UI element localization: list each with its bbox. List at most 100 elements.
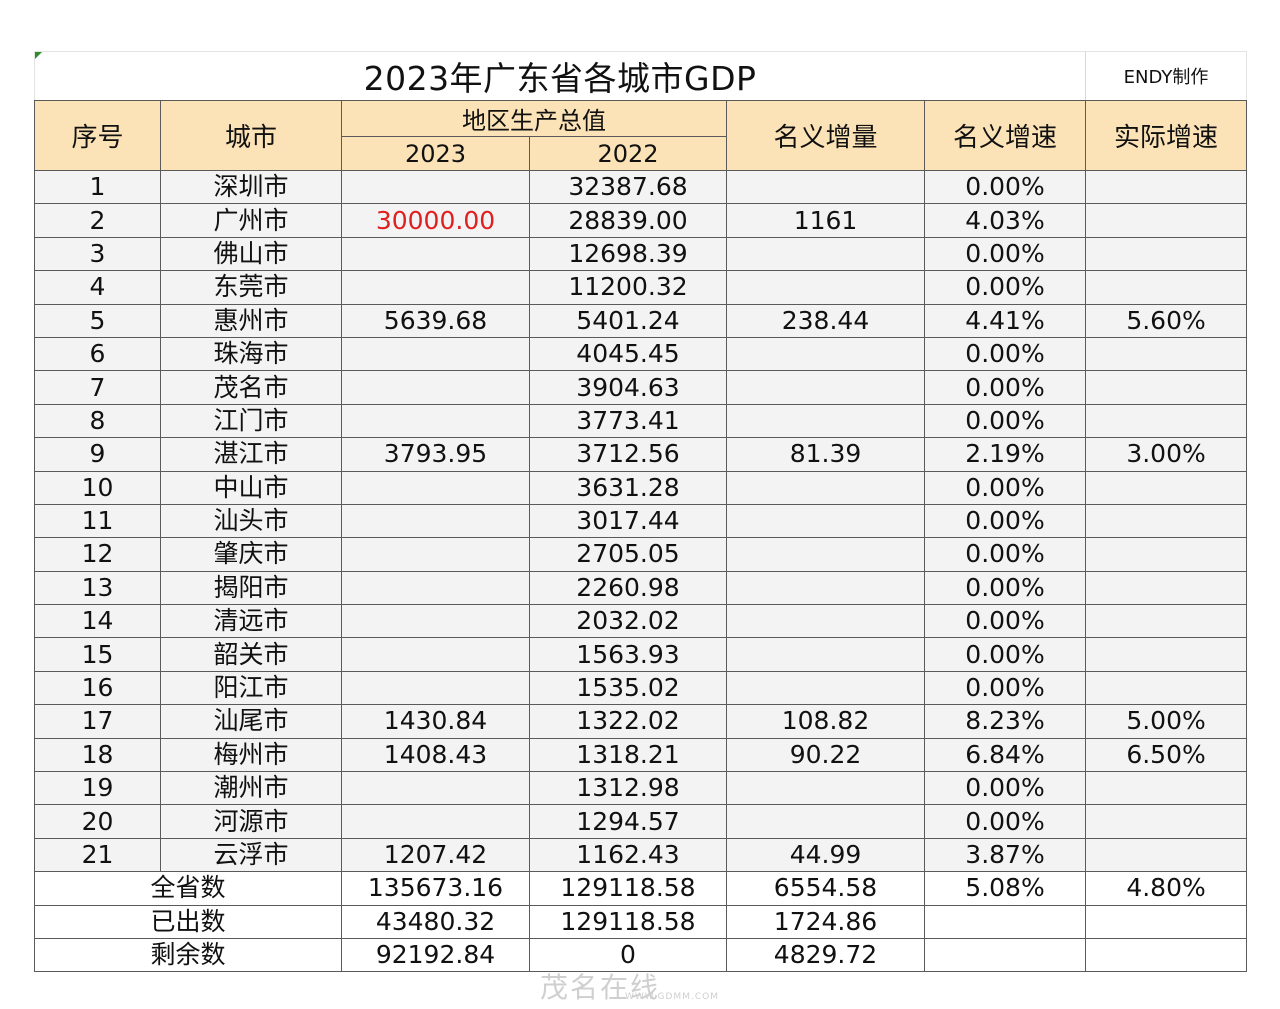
cell-index: 5 [34,303,161,338]
cell-city: 东莞市 [160,270,342,305]
cell-city: 茂名市 [160,370,342,405]
header-row-1: 序号 城市 地区生产总值 名义增量 名义增速 实际增速 [34,100,1248,171]
cell-nominal-increase [726,637,925,672]
summary-row: 全省数 135673.16 129118.58 6554.58 5.08% 4.80% [34,871,1248,906]
cell-gdp-2023: 3793.95 [341,437,530,472]
cell-gdp-2023 [341,537,530,572]
cell-index: 2 [34,203,161,238]
cell-index: 4 [34,270,161,305]
cell-real-growth [1085,236,1248,272]
cell-nominal-growth: 0.00% [923,336,1087,372]
table-row: 21 云浮市 1207.42 1162.43 44.99 3.87% [34,837,1248,873]
summary-gdp-2022: 129118.58 [529,871,727,906]
cell-city: 汕头市 [160,503,342,539]
cell-city: 韶关市 [160,637,342,672]
watermark-url: WWW.GDMM.COM [625,992,719,1002]
cell-nominal-growth: 0.00% [923,804,1087,839]
cell-nominal-increase [726,403,925,439]
summary-gdp-2023: 43480.32 [341,904,530,939]
cell-nominal-increase: 81.39 [726,437,925,472]
table-row: 2 广州市 30000.00 28839.00 1161 4.03% [34,203,1248,238]
cell-gdp-2022: 2705.05 [529,537,727,572]
cell-gdp-2022: 1294.57 [529,804,727,839]
cell-nominal-increase [726,470,925,505]
header-year-2023: 2023 [341,136,530,171]
header-nominal-increase: 名义增量 [726,100,925,171]
cell-nominal-increase [726,236,925,272]
summary-nominal-increase: 4829.72 [726,937,925,973]
cell-gdp-2023: 1408.43 [341,737,530,773]
header-nominal-growth: 名义增速 [923,100,1087,171]
watermark-text: 茂名在线 [540,971,661,1004]
cell-real-growth [1085,837,1248,873]
cell-real-growth [1085,470,1248,505]
cell-real-growth [1085,570,1248,606]
cell-nominal-increase: 238.44 [726,303,925,338]
cell-index: 21 [34,837,161,873]
table-row: 9 湛江市 3793.95 3712.56 81.39 2.19% 3.00% [34,437,1248,472]
cell-index: 8 [34,403,161,439]
author-credit: ENDY制作 [1085,51,1248,101]
cell-gdp-2023 [341,336,530,372]
cell-gdp-2022: 3904.63 [529,370,727,405]
cell-city: 河源市 [160,804,342,839]
cell-gdp-2023 [341,670,530,706]
cell-city: 梅州市 [160,737,342,773]
cell-gdp-2022: 4045.45 [529,336,727,372]
summary-nominal-growth [923,904,1087,939]
cell-real-growth [1085,270,1248,305]
cell-index: 1 [34,169,161,205]
cell-gdp-2022: 1318.21 [529,737,727,773]
table-row: 12 肇庆市 2705.05 0.00% [34,537,1248,572]
cell-real-growth [1085,604,1248,639]
cell-real-growth: 3.00% [1085,437,1248,472]
cell-gdp-2022: 2260.98 [529,570,727,606]
cell-nominal-increase [726,370,925,405]
table-row: 18 梅州市 1408.43 1318.21 90.22 6.84% 6.50% [34,737,1248,773]
header-gdp-group: 地区生产总值 [341,100,727,137]
cell-index: 10 [34,470,161,505]
header-real-growth: 实际增速 [1085,100,1248,171]
cell-gdp-2023 [341,403,530,439]
cell-gdp-2023 [341,604,530,639]
cell-gdp-2022: 1535.02 [529,670,727,706]
cell-gdp-2022: 32387.68 [529,169,727,205]
header-city: 城市 [160,100,342,171]
cell-real-growth [1085,203,1248,238]
cell-gdp-2023 [341,503,530,539]
cell-nominal-increase: 90.22 [726,737,925,773]
cell-nominal-growth: 0.00% [923,470,1087,505]
table-row: 13 揭阳市 2260.98 0.00% [34,570,1248,606]
summary-gdp-2023: 92192.84 [341,937,530,973]
cell-index: 19 [34,771,161,806]
cell-gdp-2022: 1312.98 [529,771,727,806]
cell-index: 9 [34,437,161,472]
cell-gdp-2022: 3773.41 [529,403,727,439]
cell-gdp-2023 [341,270,530,305]
cell-city: 阳江市 [160,670,342,706]
cell-nominal-increase [726,604,925,639]
table-row: 17 汕尾市 1430.84 1322.02 108.82 8.23% 5.00% [34,704,1248,739]
cell-nominal-growth: 0.00% [923,370,1087,405]
cell-gdp-2022: 3631.28 [529,470,727,505]
cell-city: 湛江市 [160,437,342,472]
cell-nominal-growth: 0.00% [923,403,1087,439]
cell-real-growth: 6.50% [1085,737,1248,773]
table-row: 11 汕头市 3017.44 0.00% [34,503,1248,539]
cell-city: 云浮市 [160,837,342,873]
header-index: 序号 [34,100,161,171]
cell-city: 中山市 [160,470,342,505]
cell-index: 16 [34,670,161,706]
cell-gdp-2022: 28839.00 [529,203,727,238]
summary-label: 剩余数 [34,937,342,973]
cell-nominal-increase [726,503,925,539]
cell-gdp-2022: 11200.32 [529,270,727,305]
cell-nominal-growth: 0.00% [923,604,1087,639]
cell-nominal-growth: 0.00% [923,670,1087,706]
cell-real-growth [1085,403,1248,439]
cell-real-growth: 5.60% [1085,303,1248,338]
cell-gdp-2022: 5401.24 [529,303,727,338]
cell-nominal-growth: 4.41% [923,303,1087,338]
cell-nominal-growth: 2.19% [923,437,1087,472]
table-row: 14 清远市 2032.02 0.00% [34,604,1248,639]
